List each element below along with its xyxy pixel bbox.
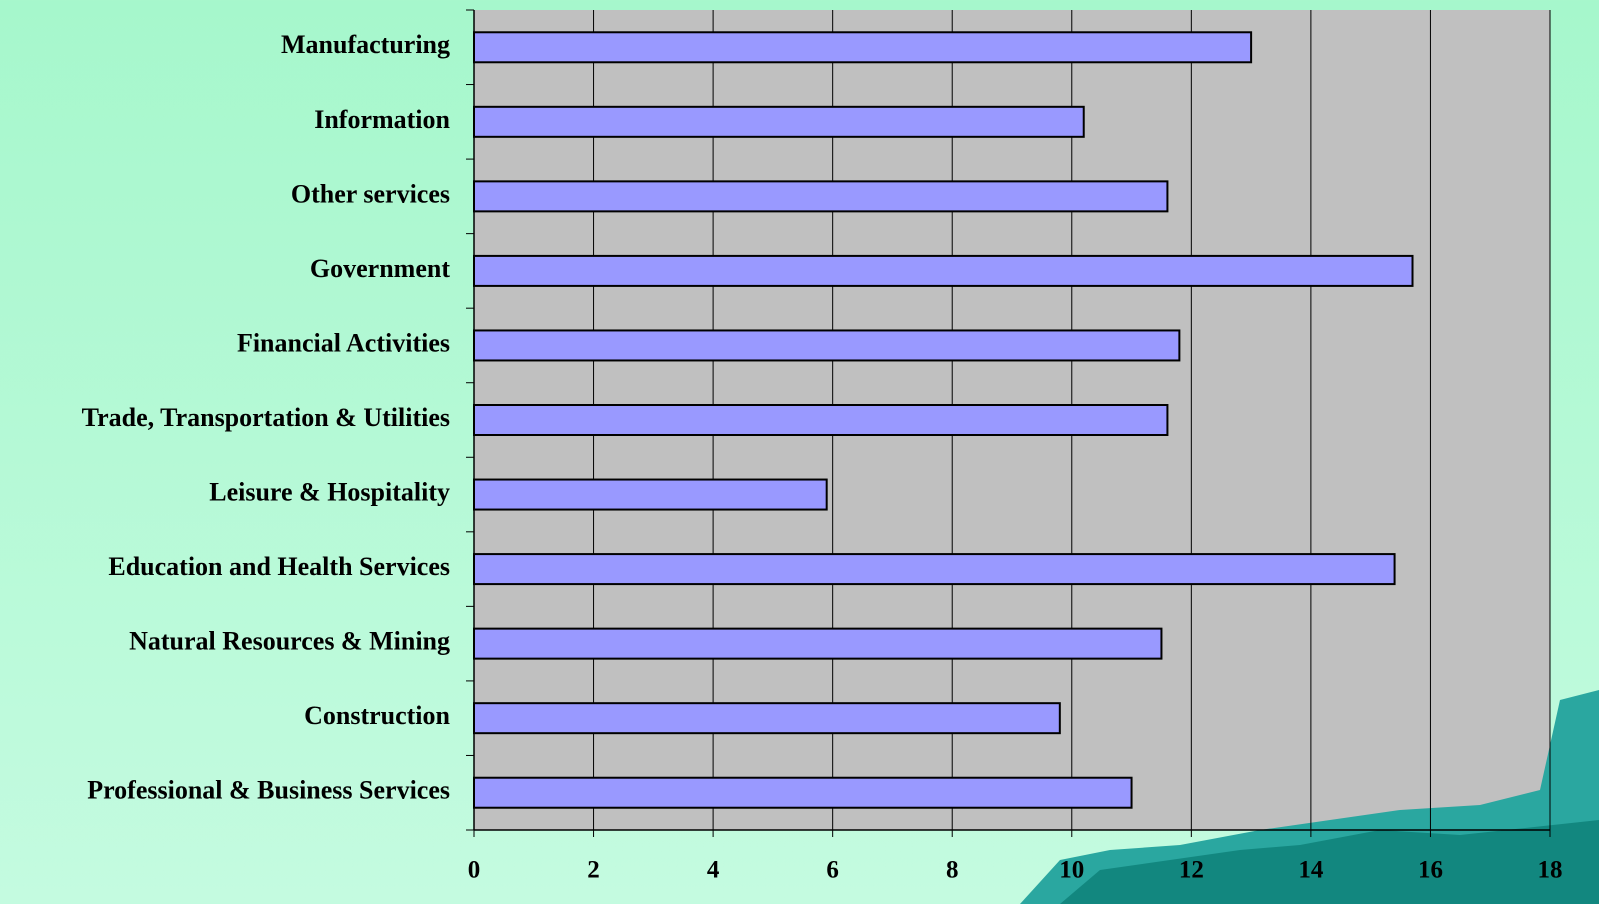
x-tick-label: 8 bbox=[946, 857, 959, 884]
y-tick-label: Construction bbox=[304, 701, 450, 730]
chart: 0 2 4 6 8 10 12 14 16 18 Manufacturing Information O… bbox=[0, 0, 1599, 904]
y-tick-label: Information bbox=[314, 105, 450, 134]
x-tick-label: 2 bbox=[587, 857, 600, 884]
bar bbox=[474, 703, 1060, 733]
bar bbox=[474, 256, 1413, 286]
bar bbox=[474, 778, 1132, 808]
bar bbox=[474, 480, 827, 510]
bar bbox=[474, 107, 1084, 137]
x-tick-label: 6 bbox=[826, 857, 839, 884]
x-tick-label: 16 bbox=[1418, 857, 1443, 884]
page: {"chart_data": {"type": "bar", "orientat… bbox=[0, 0, 1599, 904]
y-tick-label: Education and Health Services bbox=[108, 552, 450, 581]
y-tick-label: Leisure & Hospitality bbox=[209, 478, 450, 507]
x-tick-label: 10 bbox=[1059, 857, 1084, 884]
x-tick-label: 0 bbox=[468, 857, 481, 884]
bar bbox=[474, 554, 1395, 584]
y-tick-label: Financial Activities bbox=[237, 328, 450, 357]
y-tick-label: Other services bbox=[291, 179, 450, 208]
y-tick-label: Professional & Business Services bbox=[87, 776, 450, 805]
bar bbox=[474, 330, 1179, 360]
bar bbox=[474, 405, 1167, 435]
bar bbox=[474, 32, 1251, 62]
y-tick-label: Manufacturing bbox=[281, 30, 450, 59]
y-tick-label: Trade, Transportation & Utilities bbox=[82, 403, 450, 432]
bar bbox=[474, 629, 1161, 659]
bar bbox=[474, 181, 1167, 211]
x-tick-label: 18 bbox=[1538, 857, 1563, 884]
x-tick-label: 14 bbox=[1298, 857, 1324, 884]
y-tick-label: Government bbox=[310, 254, 450, 283]
y-tick-label: Natural Resources & Mining bbox=[129, 627, 450, 656]
x-tick-label: 12 bbox=[1179, 857, 1204, 884]
x-tick-label: 4 bbox=[707, 857, 720, 884]
